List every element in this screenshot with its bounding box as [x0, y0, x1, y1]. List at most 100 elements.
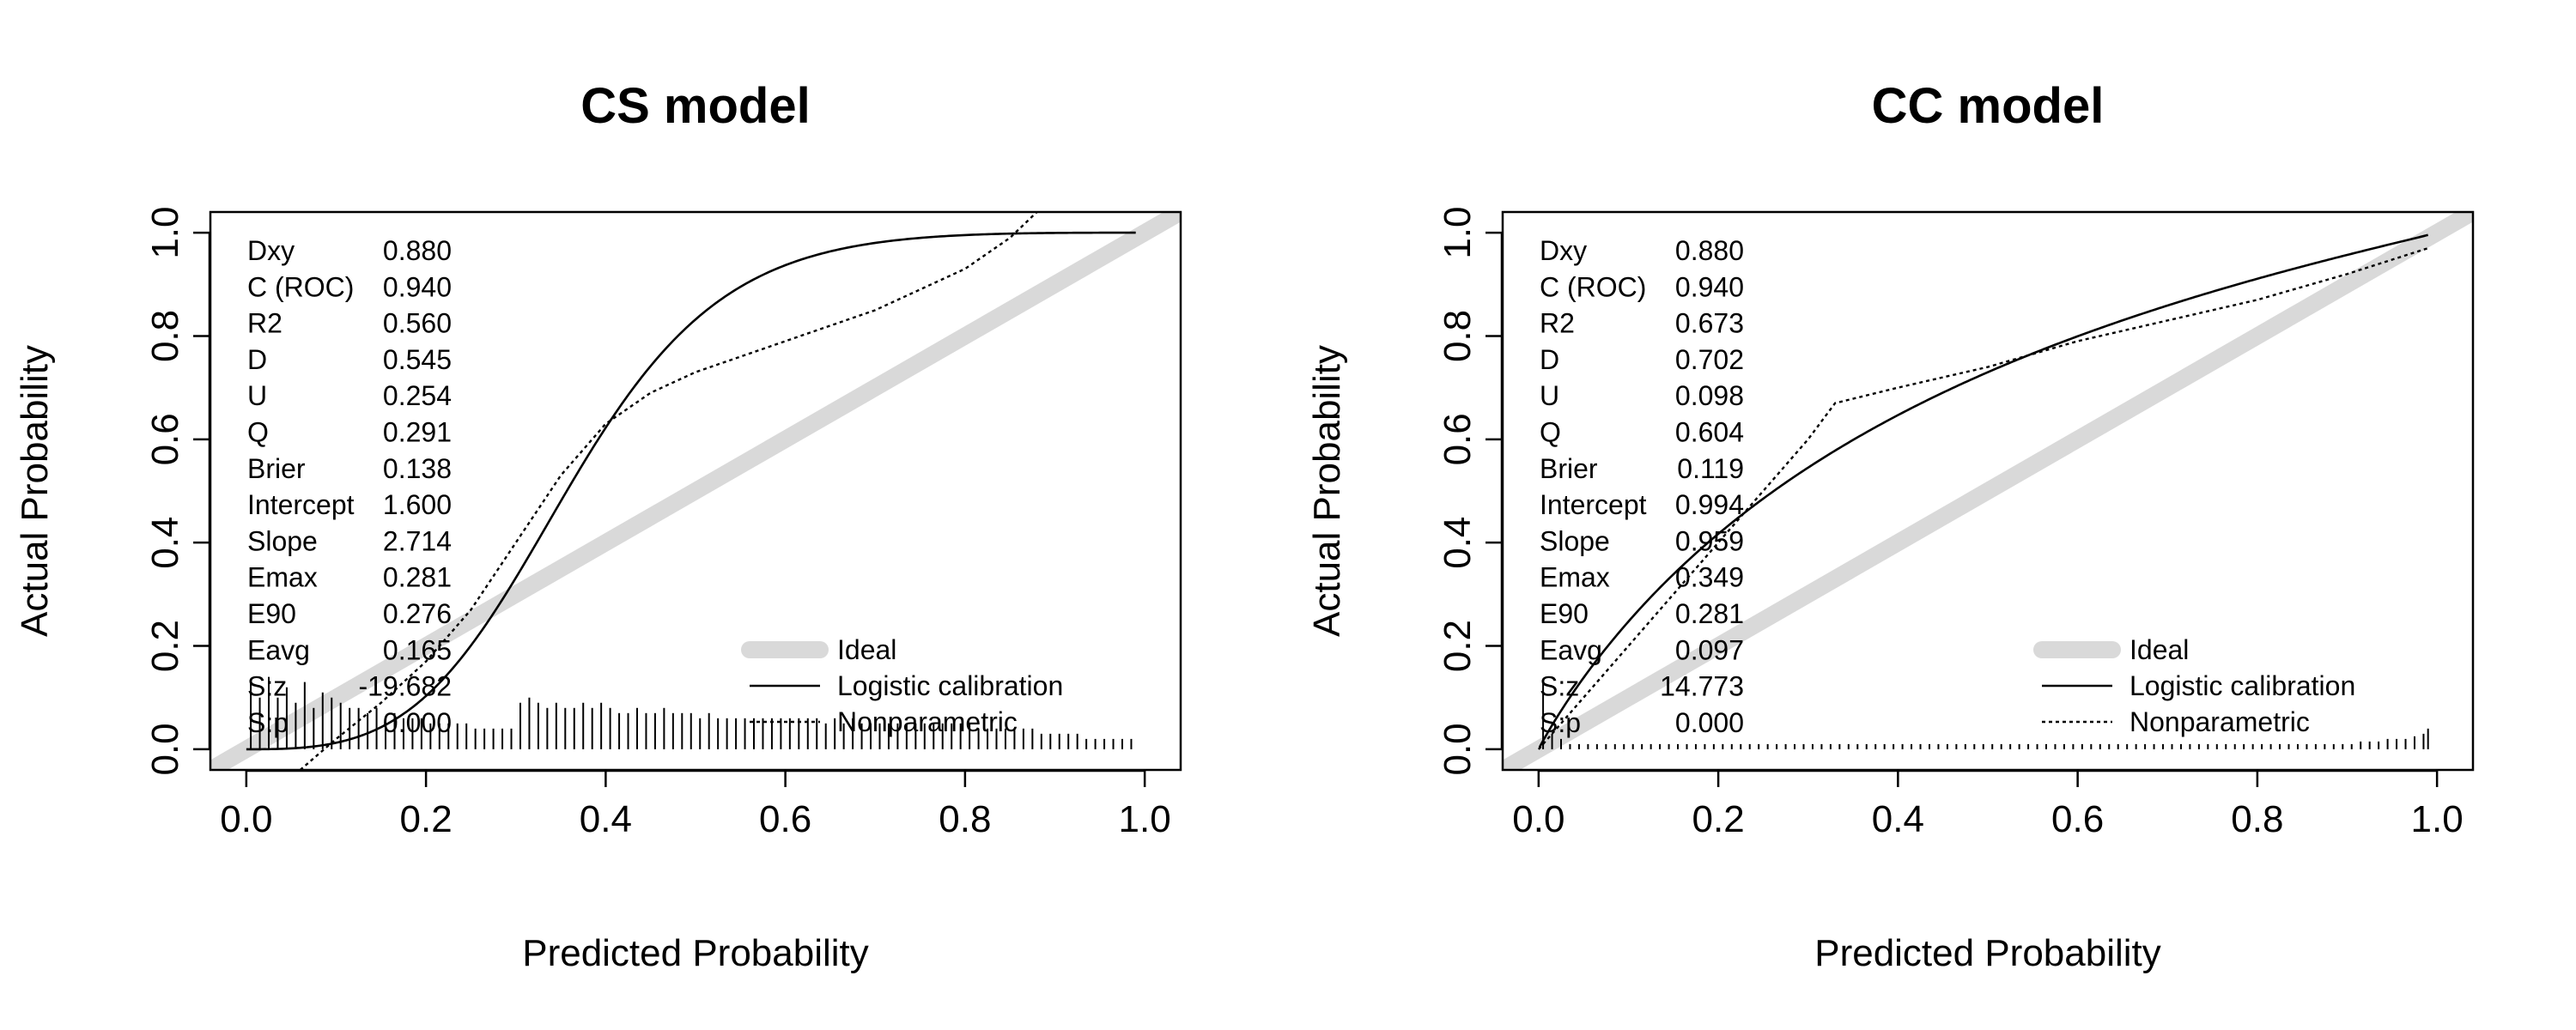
nonparametric-line: [1537, 246, 2429, 750]
stat-value: 1.600: [383, 489, 452, 520]
stat-label: R2: [1540, 308, 1575, 339]
stat-label: E90: [1540, 598, 1589, 629]
stat-label: E90: [247, 598, 296, 629]
stat-label: Slope: [1540, 525, 1610, 556]
legend-label: Logistic calibration: [2129, 670, 2355, 701]
stat-label: Intercept: [1540, 489, 1647, 520]
y-tick-label: 1.0: [1437, 206, 1479, 258]
x-tick-label: 0.2: [400, 798, 453, 840]
stat-value: 0.276: [383, 598, 452, 629]
x-tick-label: 1.0: [2411, 798, 2464, 840]
stat-value: 0.281: [383, 562, 452, 593]
nonparametric-line: [299, 212, 1038, 770]
stat-value: 0.165: [383, 634, 452, 665]
stat-value: 0.880: [1675, 235, 1744, 266]
stat-label: Eavg: [247, 634, 310, 665]
chart-title: CS model: [580, 78, 811, 134]
x-tick-label: 1.0: [1119, 798, 1171, 840]
stat-label: Brier: [247, 453, 306, 484]
legend-label: Nonparametric: [2129, 706, 2310, 737]
stat-value: 0.119: [1677, 453, 1744, 484]
stat-value: -19.682: [358, 671, 452, 702]
y-tick-label: 0.2: [144, 620, 186, 672]
x-tick-label: 0.2: [1692, 798, 1745, 840]
stat-label: Q: [1540, 417, 1561, 448]
stat-value: 0.673: [1675, 308, 1744, 339]
logistic-calibration-line: [1538, 233, 2429, 748]
x-tick-label: 0.0: [1512, 798, 1564, 840]
stat-value: 0.545: [383, 344, 452, 375]
stat-value: 0.254: [383, 380, 452, 411]
chart-panel-cc: 0.0 0.2 0.4 0.6 0.8 1.0 0.0 0.2 0.4 0.6 0.8 1.0 CC m…: [1306, 78, 2475, 974]
legend-label: Nonparametric: [837, 706, 1018, 737]
x-tick-label: 0.0: [220, 798, 272, 840]
y-tick-label: 0.0: [1437, 723, 1479, 775]
stat-label: U: [247, 380, 267, 411]
y-tick-label: 0.4: [144, 517, 186, 569]
stat-value: 0.702: [1675, 344, 1744, 375]
plot-area: [210, 212, 1181, 770]
stat-label: Intercept: [247, 489, 355, 520]
y-tick-label: 0.4: [1437, 517, 1479, 569]
stat-label: S:p: [1540, 707, 1581, 738]
stat-value: 0.560: [383, 308, 452, 339]
stat-label: S:p: [247, 707, 289, 738]
stat-value: 0.940: [1675, 271, 1744, 302]
x-tick-label: 0.6: [759, 798, 811, 840]
stat-label: U: [1540, 380, 1559, 411]
legend-label: Ideal: [837, 634, 896, 665]
stat-label: Emax: [247, 562, 318, 593]
y-tick-label: 0.2: [1437, 620, 1479, 672]
x-axis-label: Predicted Probability: [522, 932, 869, 974]
stat-label: R2: [247, 308, 283, 339]
stat-label: Brier: [1540, 453, 1598, 484]
y-axis-label: Actual Probability: [14, 345, 56, 637]
x-axis-label: Predicted Probability: [1814, 932, 2161, 974]
stat-value: 0.959: [1675, 525, 1744, 556]
y-tick-label: 0.6: [1437, 413, 1479, 465]
stat-label: Q: [247, 417, 269, 448]
stat-value: 0.349: [1675, 562, 1744, 593]
stat-value: 0.097: [1675, 634, 1744, 665]
stat-value: 14.773: [1660, 671, 1744, 702]
y-tick-label: 0.0: [144, 723, 186, 775]
stat-value: 0.281: [1675, 598, 1744, 629]
stat-label: C (ROC): [247, 271, 354, 302]
stat-label: D: [247, 344, 267, 375]
chart-panel-cs: 0.0 0.2 0.4 0.6 0.8 1.0 0.0 0.2 0.4 0.6 0.8 1.0 CS m…: [14, 78, 1182, 974]
stat-label: C (ROC): [1540, 271, 1646, 302]
ideal-line: [1503, 212, 2473, 770]
y-tick-label: 0.6: [144, 413, 186, 465]
stat-label: Dxy: [247, 235, 295, 266]
chart-title: CC model: [1872, 78, 2105, 134]
x-tick-label: 0.6: [2051, 798, 2104, 840]
plot-area: [1503, 212, 2473, 770]
stat-label: S:z: [247, 671, 287, 702]
stat-value: 0.138: [383, 453, 452, 484]
stat-value: 0.880: [383, 235, 452, 266]
stat-value: 0.000: [383, 707, 452, 738]
y-tick-label: 0.8: [1437, 310, 1479, 362]
y-axis-label: Actual Probability: [1306, 345, 1348, 637]
stat-label: D: [1540, 344, 1559, 375]
legend-label: Ideal: [2129, 634, 2189, 665]
stat-label: Eavg: [1540, 634, 1602, 665]
stat-label: Slope: [247, 525, 318, 556]
stat-value: 0.604: [1675, 417, 1744, 448]
ideal-line: [210, 212, 1181, 770]
stat-value: 0.291: [383, 417, 452, 448]
stat-label: Dxy: [1540, 235, 1587, 266]
x-tick-label: 0.4: [1872, 798, 1924, 840]
stat-value: 0.994: [1675, 489, 1744, 520]
x-tick-label: 0.4: [580, 798, 632, 840]
stat-value: 0.000: [1675, 707, 1744, 738]
stat-value: 0.098: [1675, 380, 1744, 411]
stat-label: S:z: [1540, 671, 1579, 702]
stat-value: 0.940: [383, 271, 452, 302]
stat-label: Emax: [1540, 562, 1610, 593]
y-tick-label: 0.8: [144, 310, 186, 362]
stat-value: 2.714: [383, 525, 452, 556]
x-tick-label: 0.8: [2231, 798, 2283, 840]
x-tick-label: 0.8: [939, 798, 991, 840]
